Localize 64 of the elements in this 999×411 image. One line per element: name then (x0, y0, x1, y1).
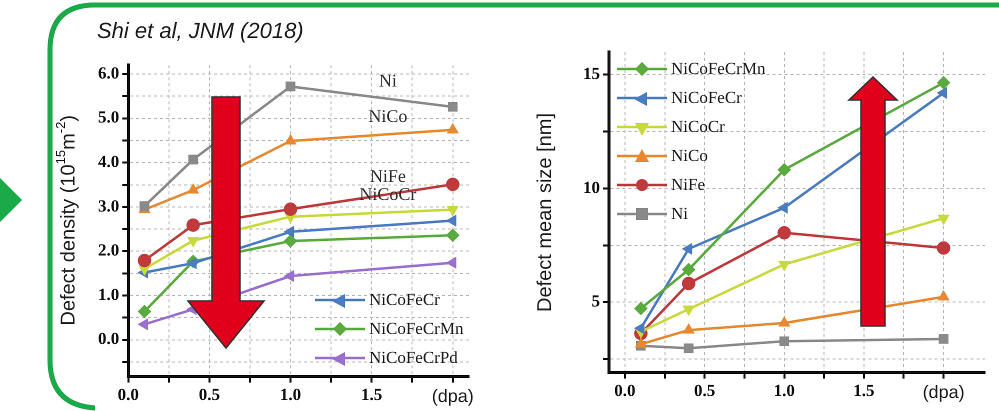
x-tick-label: 1.0 (280, 385, 302, 404)
annotation: Ni (378, 70, 397, 90)
legend-label: NiCoCr (671, 116, 725, 136)
point (446, 256, 456, 269)
y-tick-label: 2.0 (98, 240, 120, 260)
point (936, 76, 950, 90)
point (938, 334, 948, 344)
point (138, 304, 152, 318)
x-tick-label: 0.5 (198, 385, 220, 404)
point (778, 202, 788, 214)
legend-label: NiCoFeCrMn (671, 58, 766, 78)
x-tick-label: 0.5 (694, 381, 716, 400)
legend-label: NiCo (671, 146, 708, 166)
y-tick-label: 5.0 (98, 108, 120, 127)
x-tick-label: 1.5 (361, 385, 382, 404)
point (936, 241, 950, 255)
point (936, 87, 948, 99)
point (684, 343, 694, 354)
point (138, 318, 148, 330)
point (284, 202, 298, 216)
y-tick-label: 0.0 (98, 329, 120, 348)
point (286, 82, 296, 92)
annotation: NiFe (370, 166, 406, 186)
point (446, 228, 460, 242)
point (778, 163, 792, 177)
x-tick-label: 0.0 (614, 381, 636, 400)
x-axis-title: (dpa) (922, 382, 965, 403)
y-tick-label: 6.0 (98, 63, 120, 82)
x-tick-label: 1.5 (853, 381, 875, 400)
legend-label: NiCoFeCr (671, 88, 742, 108)
y-tick-label: 3.0 (98, 196, 120, 216)
legend-label: NiFe (671, 174, 705, 194)
point (938, 214, 950, 225)
point (779, 336, 790, 346)
point (446, 214, 456, 227)
point (682, 276, 696, 290)
x-tick-label: 1.0 (774, 381, 795, 400)
legend-label: Ni (671, 204, 688, 224)
point (682, 262, 696, 276)
point (138, 254, 152, 268)
point (186, 218, 200, 232)
x-tick-label: 0.0 (118, 385, 139, 404)
point (284, 226, 294, 238)
y-tick-label: 10 (583, 178, 600, 197)
y-axis-title: Defect mean size [nm] (534, 112, 557, 312)
point (186, 257, 197, 270)
point (284, 234, 298, 248)
legend-label: NiCoFeCr (369, 290, 440, 310)
y-tick-label: 5 (592, 292, 600, 311)
point (448, 102, 458, 112)
y-tick-label: 1.0 (98, 284, 120, 304)
y-tick-label: 15 (583, 64, 600, 84)
annotation: NiCo (368, 106, 408, 126)
point (778, 226, 792, 240)
legend-label: NiCoFeCrPd (369, 348, 458, 368)
point (446, 178, 460, 192)
y-tick-label: 4.0 (98, 152, 120, 172)
point (634, 302, 648, 316)
point (140, 201, 150, 211)
chart-title: Shi et al, JNM (2018) (97, 18, 304, 44)
x-axis-title: (dpa) (432, 386, 474, 407)
point (188, 154, 198, 164)
point (284, 270, 294, 282)
legend-label: NiCoFeCrMn (369, 319, 464, 340)
